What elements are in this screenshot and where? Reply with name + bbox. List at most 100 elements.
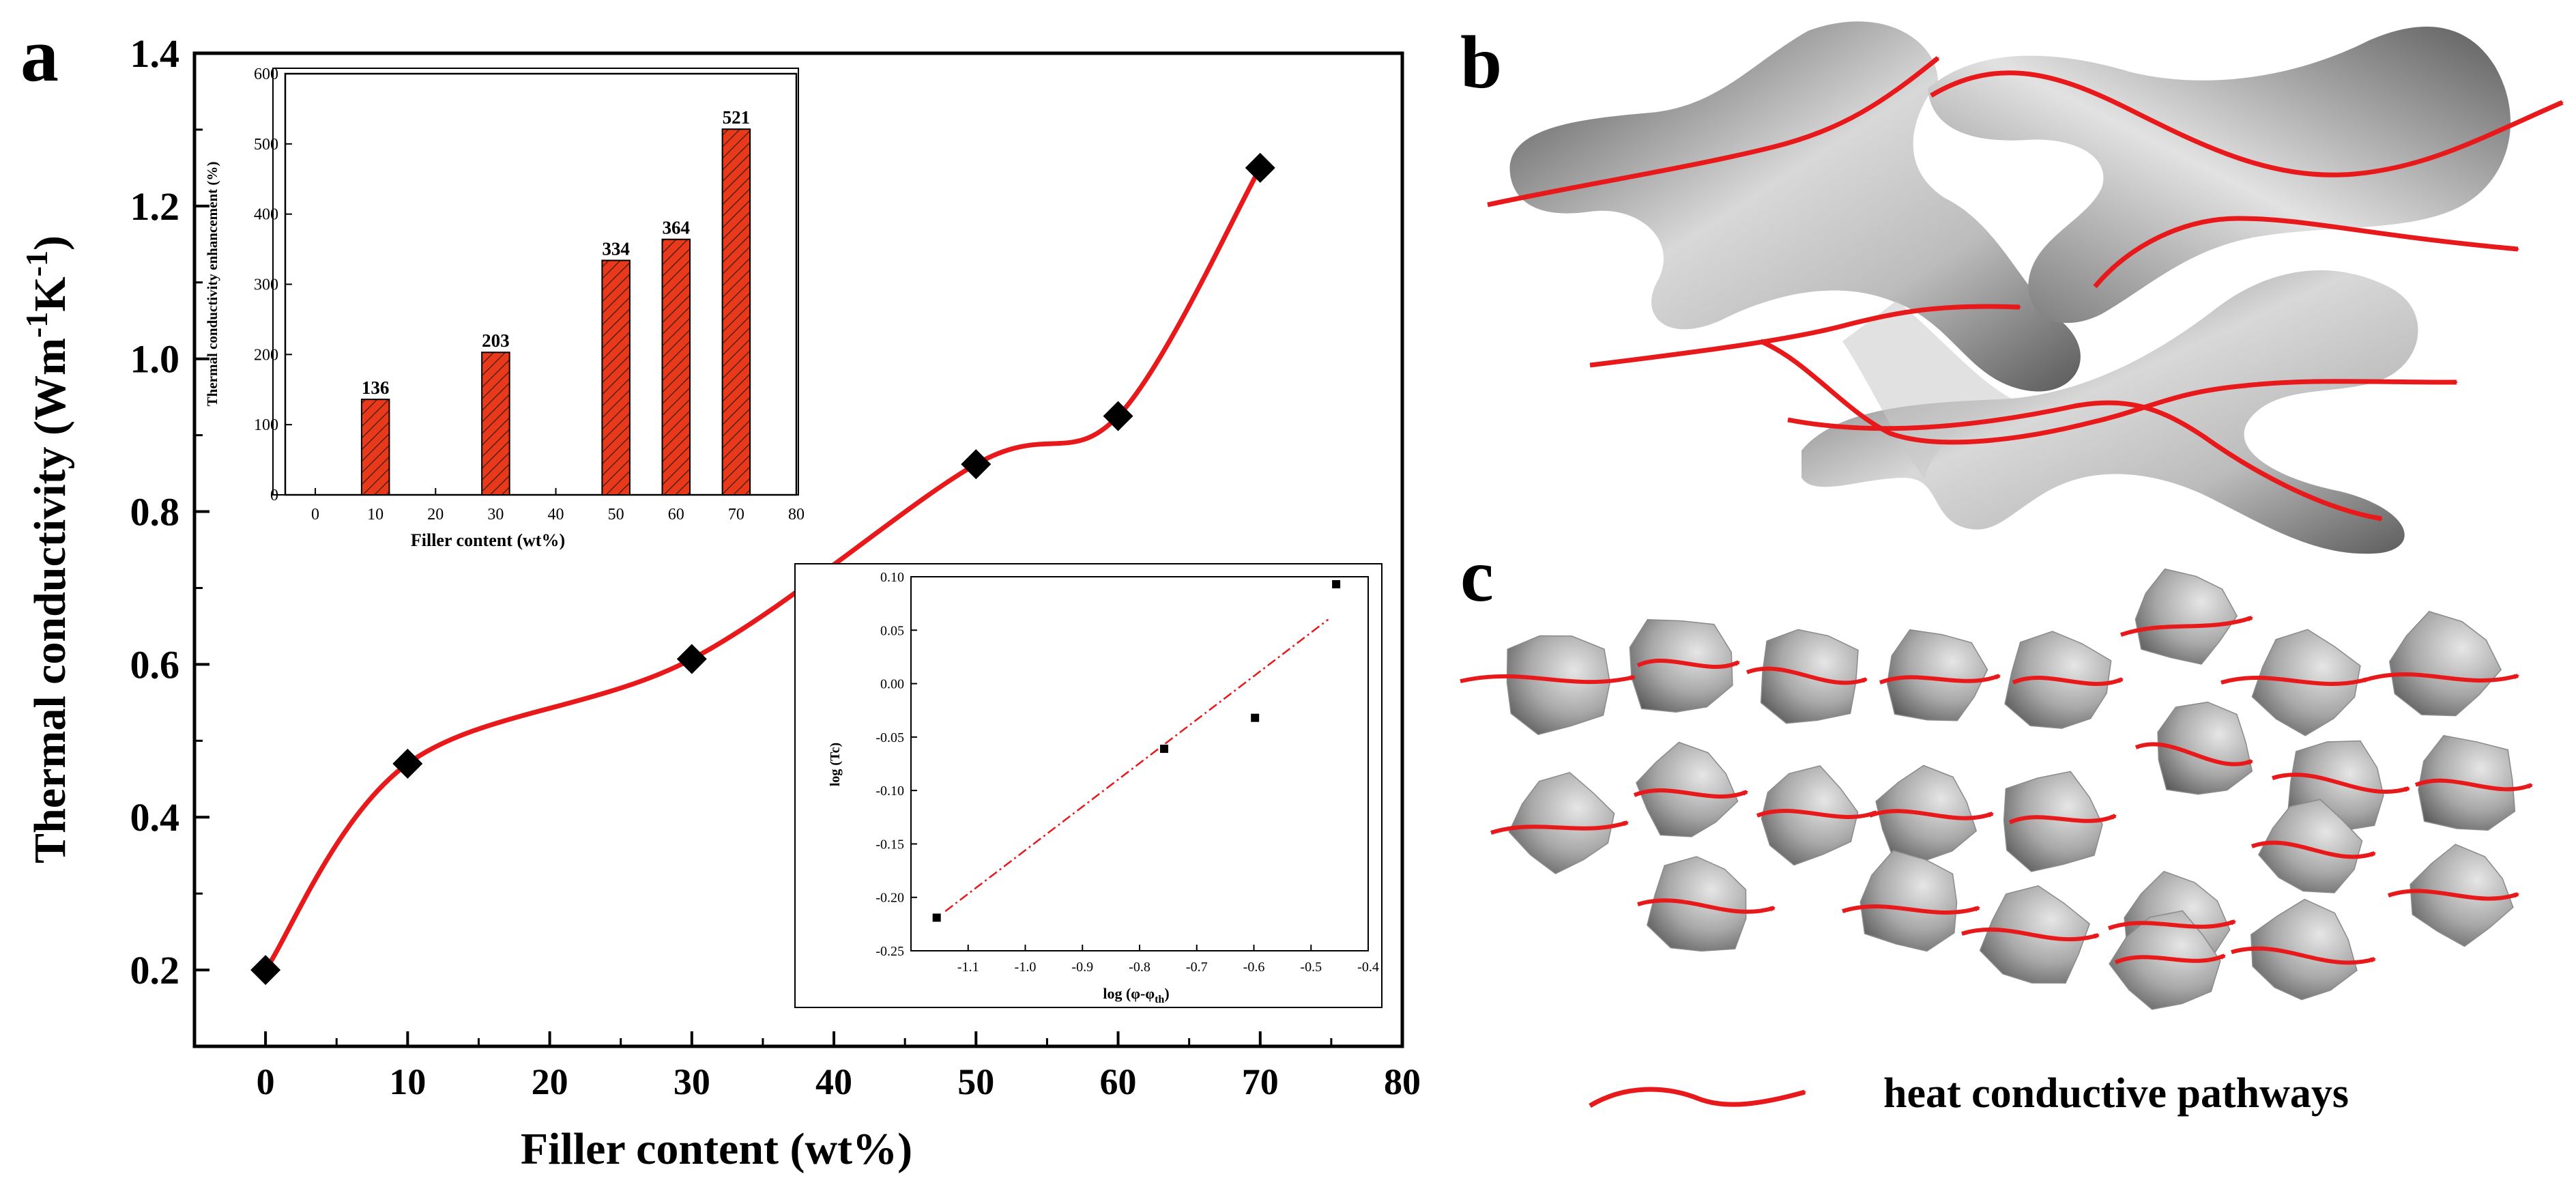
log-x-tick-label: -0.9 bbox=[1071, 960, 1093, 975]
x-tick-label: 80 bbox=[1384, 1061, 1421, 1102]
x-tick-label: 60 bbox=[1100, 1061, 1137, 1102]
log-x-tick-label: -1.1 bbox=[957, 960, 979, 975]
log-data-point bbox=[932, 913, 941, 922]
pathway-arrow bbox=[2134, 742, 2252, 767]
log-fit-line bbox=[944, 618, 1329, 913]
pathway-arrow bbox=[1633, 788, 1747, 799]
y-tick-label: 1.4 bbox=[130, 31, 180, 76]
data-point-diamond bbox=[392, 748, 423, 779]
log-y-tick-label: 0.10 bbox=[880, 570, 904, 585]
bar-inset-frame bbox=[272, 68, 799, 496]
y-tick-label: 0.6 bbox=[130, 642, 180, 687]
legend-arrow-icon bbox=[1589, 1087, 1805, 1108]
log-y-tick-label: 0.05 bbox=[880, 623, 904, 638]
log-x-tick-label: -0.6 bbox=[1243, 960, 1265, 975]
bar bbox=[601, 259, 631, 496]
bar-x-tick-label: 30 bbox=[487, 506, 504, 524]
particle bbox=[1508, 771, 1615, 874]
particle bbox=[2003, 771, 2103, 872]
log-y-tick-label: -0.25 bbox=[875, 944, 904, 959]
bar-x-tick-label: 40 bbox=[548, 506, 564, 524]
particle bbox=[1506, 635, 1610, 736]
bar bbox=[721, 128, 751, 496]
y-tick-label: 1.0 bbox=[130, 337, 180, 382]
log-data-point bbox=[1160, 745, 1169, 754]
pathway-arrow bbox=[2272, 773, 2409, 794]
data-point-diamond bbox=[1103, 401, 1133, 431]
pathway-arrow bbox=[1879, 674, 1999, 685]
x-tick-label: 0 bbox=[257, 1061, 275, 1102]
y-tick-label: 0.2 bbox=[130, 948, 180, 992]
bar-x-tick-label: 50 bbox=[608, 506, 624, 524]
bar-value-label: 203 bbox=[482, 330, 510, 351]
data-point-diamond bbox=[250, 955, 281, 986]
log-axis-ticks: -1.1 -1.0 -0.9 -0.8 -0.7 -0.6 -0.5 -0.4 -0.25 -0.… bbox=[875, 570, 1379, 975]
x-tick-label: 70 bbox=[1242, 1061, 1279, 1102]
bar-y-tick-label: 100 bbox=[254, 416, 278, 434]
log-y-tick-label: -0.05 bbox=[875, 730, 904, 745]
main-chart: 0 10 20 30 40 50 60 70 800.20.40.60.81.01.21.4 a… bbox=[19, 13, 1421, 1174]
pathway-arrow bbox=[2012, 676, 2122, 686]
bar-x-tick-label: 10 bbox=[367, 506, 383, 524]
particle bbox=[2157, 701, 2253, 795]
bar-series: 136 203 334 364 521 bbox=[360, 107, 751, 496]
bar-y-tick-label: 200 bbox=[254, 346, 278, 364]
bar-x-tick-label: 0 bbox=[311, 506, 319, 524]
particle bbox=[2389, 610, 2502, 717]
log-y-axis-label: log (Tc) bbox=[828, 743, 843, 786]
bar-y-tick-label: 300 bbox=[254, 276, 278, 294]
panel-label-c: c bbox=[1460, 534, 1494, 617]
bar-x-axis-label: Filler content (wt%) bbox=[411, 530, 565, 550]
bar-x-tick-label: 80 bbox=[788, 506, 805, 524]
x-tick-label: 20 bbox=[532, 1061, 568, 1102]
bar-y-tick-label: 600 bbox=[254, 66, 278, 83]
pathway-arrow bbox=[2008, 814, 2115, 825]
pathway-arrow bbox=[2220, 676, 2368, 686]
log-x-tick-label: -0.5 bbox=[1300, 960, 1322, 975]
pathway-arrow bbox=[1961, 927, 2098, 942]
main-axis-ticks: 0 10 20 30 40 50 60 70 800.20.40.60.81.01.21.4 bbox=[130, 31, 1421, 1102]
particle bbox=[2134, 568, 2238, 665]
bar-value-label: 364 bbox=[663, 218, 691, 238]
particle bbox=[1859, 850, 1958, 952]
pathway-arrow bbox=[2367, 672, 2518, 683]
bar-y-tick-label: 0 bbox=[270, 487, 278, 504]
log-y-tick-label: -0.20 bbox=[875, 891, 904, 906]
particle-illustration bbox=[1506, 568, 2516, 1010]
y-tick-label: 0.8 bbox=[130, 490, 180, 534]
y-tick-label: 1.2 bbox=[130, 184, 180, 229]
particle bbox=[1629, 619, 1733, 713]
log-x-axis-label: log (φ-φth) bbox=[1103, 985, 1169, 1005]
pathway-arrow bbox=[2231, 946, 2375, 965]
pathway-arrow bbox=[1842, 904, 1979, 915]
y-tick-label: 0.4 bbox=[130, 795, 180, 840]
bar bbox=[481, 352, 510, 496]
pathway-arrow bbox=[2251, 840, 2375, 859]
legend-label: heat conductive pathways bbox=[1883, 1070, 2349, 1117]
bar-value-label: 136 bbox=[362, 377, 390, 398]
pathway-arrow bbox=[1636, 659, 1739, 669]
bar-y-tick-label: 500 bbox=[254, 136, 278, 154]
particle bbox=[1886, 629, 1988, 721]
main-y-axis-label: Thermal conductivity (Wm-1K-1) bbox=[19, 235, 75, 863]
log-y-tick-label: -0.10 bbox=[875, 784, 904, 799]
pathway-arrow bbox=[1868, 809, 1993, 820]
log-data-point bbox=[1332, 579, 1341, 588]
pathway-arrow bbox=[2414, 778, 2532, 792]
bar-x-tick-label: 60 bbox=[668, 506, 684, 524]
particle bbox=[2251, 898, 2358, 1001]
particle bbox=[1761, 765, 1859, 866]
network-structure-illustration bbox=[1509, 21, 2511, 554]
bar-x-tick-label: 70 bbox=[728, 506, 744, 524]
log-inset-frame bbox=[794, 563, 1383, 1008]
main-x-axis-label: Filler content (wt%) bbox=[521, 1124, 912, 1174]
pathway-arrow bbox=[1746, 666, 1866, 685]
data-point-diamond bbox=[1245, 152, 1275, 183]
log-data-point bbox=[1251, 713, 1260, 722]
data-point-diamond bbox=[961, 449, 992, 480]
bar-y-axis-label: Thermal conductivity enhancement (%) bbox=[204, 162, 220, 407]
x-tick-label: 40 bbox=[815, 1061, 852, 1102]
x-tick-label: 50 bbox=[957, 1061, 994, 1102]
particle bbox=[1636, 741, 1739, 837]
pathway-arrow bbox=[2108, 919, 2235, 930]
